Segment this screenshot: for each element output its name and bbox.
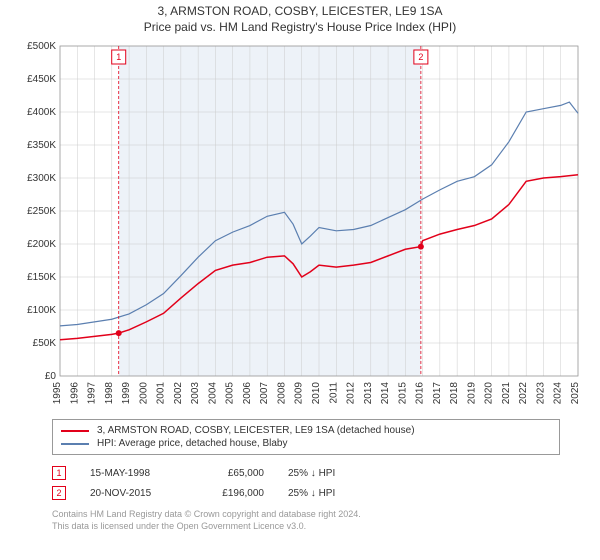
transaction-delta: 25% ↓ HPI	[288, 468, 378, 479]
svg-text:2000: 2000	[138, 382, 149, 405]
svg-text:2024: 2024	[553, 382, 564, 405]
svg-text:2022: 2022	[518, 382, 529, 405]
svg-text:2015: 2015	[397, 382, 408, 405]
svg-text:£300K: £300K	[27, 173, 56, 184]
legend-row: 3, ARMSTON ROAD, COSBY, LEICESTER, LE9 1…	[61, 424, 551, 437]
transaction-delta: 25% ↓ HPI	[288, 488, 378, 499]
svg-text:2001: 2001	[156, 382, 167, 405]
svg-text:2016: 2016	[415, 382, 426, 405]
svg-text:1999: 1999	[121, 382, 132, 405]
footnote-line: This data is licensed under the Open Gov…	[52, 521, 560, 533]
svg-text:1: 1	[116, 52, 121, 62]
svg-text:2025: 2025	[570, 382, 581, 405]
transactions-table: 1 15-MAY-1998 £65,000 25% ↓ HPI 2 20-NOV-2015…	[52, 463, 560, 503]
svg-text:1997: 1997	[87, 382, 98, 405]
svg-text:1996: 1996	[69, 382, 80, 405]
svg-text:2013: 2013	[363, 382, 374, 405]
svg-text:£500K: £500K	[27, 41, 56, 52]
legend: 3, ARMSTON ROAD, COSBY, LEICESTER, LE9 1…	[52, 419, 560, 455]
legend-label: HPI: Average price, detached house, Blab…	[97, 438, 288, 449]
svg-text:2018: 2018	[449, 382, 460, 405]
svg-text:2010: 2010	[311, 382, 322, 405]
svg-text:£100K: £100K	[27, 305, 56, 316]
svg-text:£450K: £450K	[27, 74, 56, 85]
footnote: Contains HM Land Registry data © Crown c…	[52, 509, 560, 532]
svg-text:2: 2	[418, 52, 423, 62]
svg-text:£400K: £400K	[27, 107, 56, 118]
svg-text:2002: 2002	[173, 382, 184, 405]
svg-text:2004: 2004	[207, 382, 218, 405]
legend-label: 3, ARMSTON ROAD, COSBY, LEICESTER, LE9 1…	[97, 425, 415, 436]
svg-text:2006: 2006	[242, 382, 253, 405]
svg-text:1995: 1995	[52, 382, 63, 405]
transaction-date: 15-MAY-1998	[90, 468, 180, 479]
svg-text:£50K: £50K	[33, 338, 57, 349]
svg-text:2020: 2020	[484, 382, 495, 405]
svg-text:2007: 2007	[259, 382, 270, 405]
figure-container: 3, ARMSTON ROAD, COSBY, LEICESTER, LE9 1…	[0, 0, 600, 560]
svg-text:£350K: £350K	[27, 140, 56, 151]
transaction-date: 20-NOV-2015	[90, 488, 180, 499]
svg-text:2009: 2009	[294, 382, 305, 405]
svg-text:£250K: £250K	[27, 206, 56, 217]
svg-text:2014: 2014	[380, 382, 391, 405]
svg-text:1998: 1998	[104, 382, 115, 405]
legend-row: HPI: Average price, detached house, Blab…	[61, 437, 551, 450]
svg-text:2008: 2008	[276, 382, 287, 405]
svg-text:2023: 2023	[535, 382, 546, 405]
svg-text:£150K: £150K	[27, 272, 56, 283]
svg-text:2012: 2012	[346, 382, 357, 405]
transaction-marker: 2	[52, 486, 66, 500]
footnote-line: Contains HM Land Registry data © Crown c…	[52, 509, 560, 521]
svg-text:2019: 2019	[466, 382, 477, 405]
svg-text:2005: 2005	[225, 382, 236, 405]
svg-text:2021: 2021	[501, 382, 512, 405]
title-main: 3, ARMSTON ROAD, COSBY, LEICESTER, LE9 1…	[0, 4, 600, 18]
transaction-marker: 1	[52, 466, 66, 480]
titles: 3, ARMSTON ROAD, COSBY, LEICESTER, LE9 1…	[0, 0, 600, 34]
legend-swatch	[61, 443, 89, 445]
title-sub: Price paid vs. HM Land Registry's House …	[0, 20, 600, 34]
transaction-row: 1 15-MAY-1998 £65,000 25% ↓ HPI	[52, 463, 560, 483]
line-chart-svg: £0 £50K £100K £150K £200K £250K £300K £350K £400…	[12, 40, 588, 410]
svg-text:2017: 2017	[432, 382, 443, 405]
svg-text:2011: 2011	[328, 382, 339, 404]
svg-text:£0: £0	[45, 371, 57, 382]
transaction-row: 2 20-NOV-2015 £196,000 25% ↓ HPI	[52, 483, 560, 503]
svg-text:2003: 2003	[190, 382, 201, 405]
transaction-price: £65,000	[204, 468, 264, 479]
transaction-price: £196,000	[204, 488, 264, 499]
legend-swatch	[61, 430, 89, 432]
svg-text:£200K: £200K	[27, 239, 56, 250]
chart: £0 £50K £100K £150K £200K £250K £300K £350K £400…	[12, 40, 588, 415]
